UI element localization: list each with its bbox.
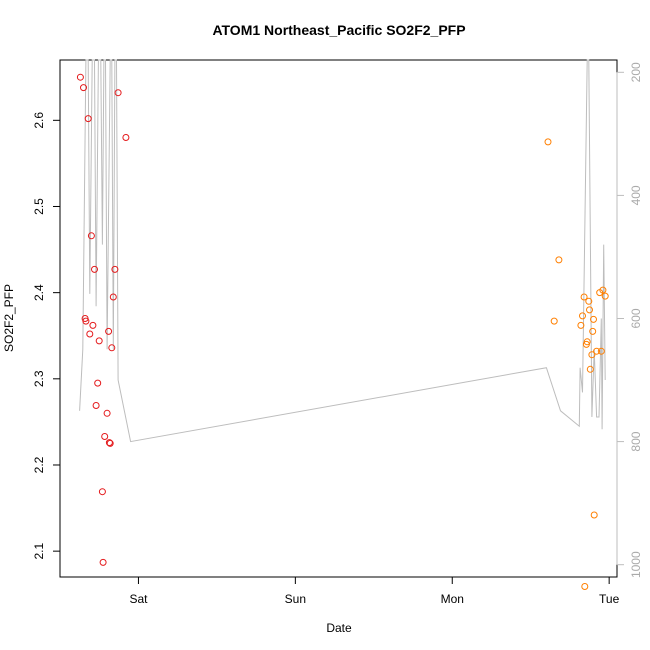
chart-title: ATOM1 Northeast_Pacific SO2F2_PFP [212,22,465,38]
data-point [585,297,593,305]
data-point [580,293,588,301]
data-point [581,583,589,590]
data-point [82,317,90,325]
x-axis: Sat Sun Mon Tue [129,576,620,606]
y-tick-label: 2.1 [32,542,46,559]
y-axis: 2.1 2.2 2.3 2.4 2.5 2.6 [32,112,61,559]
data-point [599,286,607,294]
x-tick-label: Mon [441,592,464,606]
data-point [589,327,597,335]
data-point [92,402,100,409]
data-point [108,344,116,352]
data-point [597,347,605,355]
data-point [593,347,601,355]
data-point [98,488,106,496]
y2-tick-label: 600 [629,308,643,328]
x-tick-label: Sat [129,592,148,606]
data-point [106,439,114,447]
x-tick-label: Sun [285,592,306,606]
data-point [114,89,122,97]
data-points-layer [76,73,609,590]
y-tick-label: 2.3 [32,370,46,387]
data-point [86,330,94,338]
data-point [586,306,593,314]
data-point [94,379,102,387]
data-point [577,321,585,329]
data-point [590,315,597,323]
secondary-series-line [79,59,606,443]
x-axis-label: Date [326,621,352,635]
data-point [544,138,552,146]
data-point [91,265,98,273]
data-point [99,558,107,566]
data-point [111,265,119,273]
data-point [579,312,586,320]
data-point [89,321,97,329]
secondary-y-axis: 200 400 600 800 1000 [616,62,643,578]
y-tick-label: 2.6 [32,112,46,129]
data-point [105,327,113,335]
x-tick-label: Tue [599,592,620,606]
data-point [76,73,84,81]
y2-tick-label: 1000 [629,551,643,578]
y-tick-label: 2.4 [32,284,46,301]
y2-tick-label: 200 [629,62,643,82]
secondary-series-layer [79,59,606,443]
data-point [87,232,95,240]
y2-tick-label: 400 [629,185,643,205]
data-point [590,511,598,519]
data-point [105,439,113,447]
data-point [109,293,117,301]
y2-tick-label: 800 [629,431,643,451]
y-tick-label: 2.5 [32,198,46,215]
y-tick-label: 2.2 [32,456,46,473]
y-axis-label: SO2F2_PFP [2,284,16,352]
data-point [103,409,111,417]
data-point [84,115,92,123]
data-point [95,337,103,345]
data-point [555,256,563,264]
data-point [101,433,109,440]
data-point [586,365,594,373]
data-point [550,317,558,325]
data-point [588,351,596,359]
data-point [80,84,87,92]
data-point [122,134,130,141]
data-point [601,292,609,300]
data-point [583,338,591,346]
